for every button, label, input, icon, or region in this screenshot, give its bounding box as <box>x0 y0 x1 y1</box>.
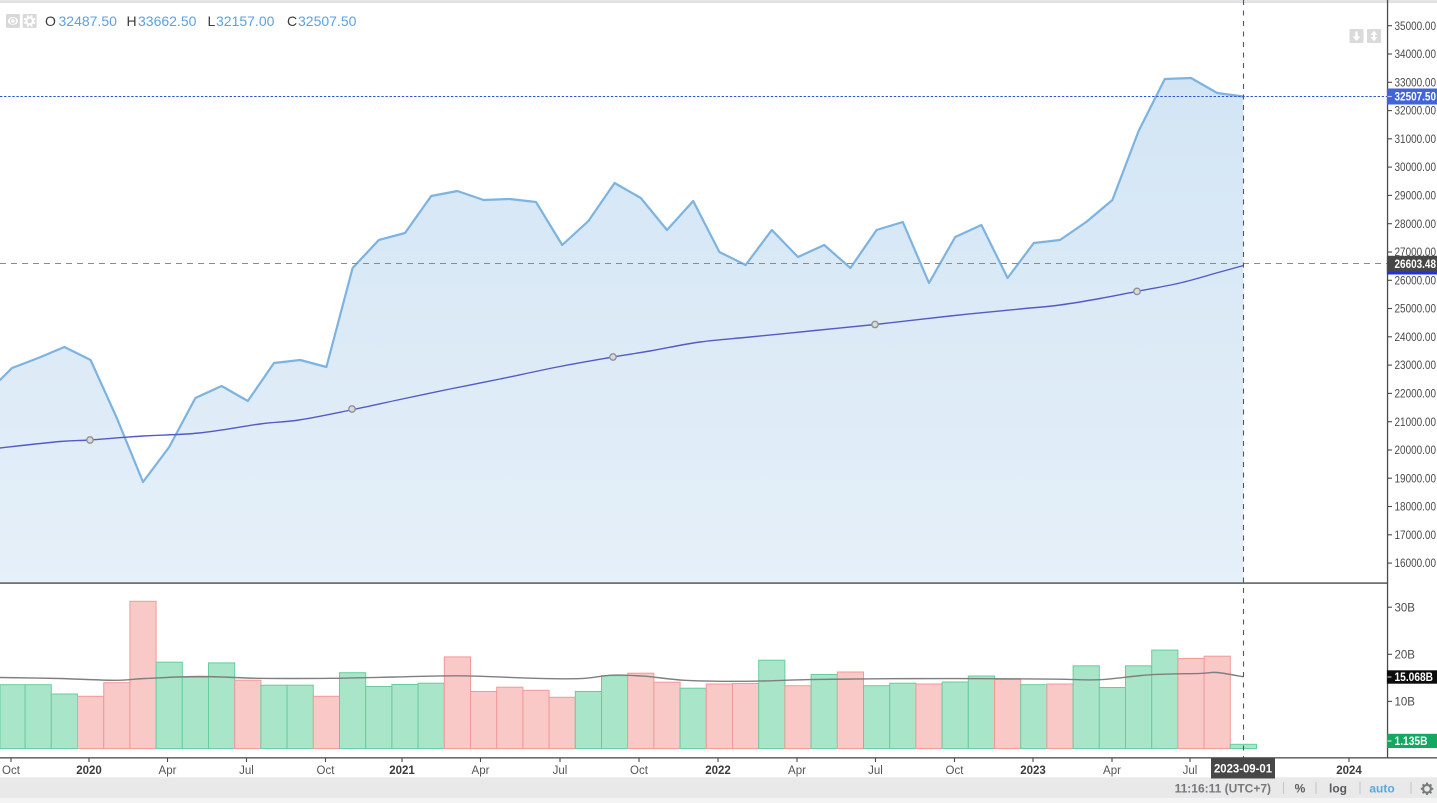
svg-text:23000.00: 23000.00 <box>1395 360 1437 372</box>
svg-text:35000.00: 35000.00 <box>1395 21 1437 33</box>
svg-text:Apr: Apr <box>1103 765 1121 777</box>
svg-text:auto: auto <box>1369 782 1394 796</box>
svg-text:Oct: Oct <box>630 765 649 777</box>
svg-text:Oct: Oct <box>946 765 965 777</box>
svg-text:26603.48: 26603.48 <box>1395 259 1437 271</box>
svg-text:33662.50: 33662.50 <box>138 13 197 29</box>
svg-text:Apr: Apr <box>472 765 490 777</box>
svg-text:10B: 10B <box>1395 697 1416 709</box>
svg-text:19000.00: 19000.00 <box>1395 473 1437 485</box>
svg-text:28000.00: 28000.00 <box>1395 219 1437 231</box>
svg-text:log: log <box>1329 782 1347 796</box>
svg-text:2023: 2023 <box>1020 765 1046 777</box>
svg-text:2021: 2021 <box>389 765 415 777</box>
svg-text:20000.00: 20000.00 <box>1395 445 1437 457</box>
svg-text:29000.00: 29000.00 <box>1395 191 1437 203</box>
svg-text:Jul: Jul <box>239 765 254 777</box>
svg-text:1.135B: 1.135B <box>1395 736 1428 748</box>
svg-text:H: H <box>127 13 137 29</box>
svg-text:32487.50: 32487.50 <box>59 13 118 29</box>
svg-text:31000.00: 31000.00 <box>1395 134 1437 146</box>
svg-text:26000.00: 26000.00 <box>1395 275 1437 287</box>
svg-text:Oct: Oct <box>317 765 336 777</box>
svg-text:22000.00: 22000.00 <box>1395 389 1437 401</box>
svg-text:L: L <box>208 13 216 29</box>
svg-text:30000.00: 30000.00 <box>1395 162 1437 174</box>
svg-text:32000.00: 32000.00 <box>1395 106 1437 118</box>
svg-text:34000.00: 34000.00 <box>1395 49 1437 61</box>
svg-text:33000.00: 33000.00 <box>1395 77 1437 89</box>
svg-text:%: % <box>1295 782 1306 796</box>
svg-text:Apr: Apr <box>159 765 177 777</box>
svg-text:24000.00: 24000.00 <box>1395 332 1437 344</box>
svg-text:2024: 2024 <box>1336 765 1362 777</box>
svg-text:25000.00: 25000.00 <box>1395 304 1437 316</box>
svg-text:Jul: Jul <box>553 765 568 777</box>
svg-text:17000.00: 17000.00 <box>1395 530 1437 542</box>
svg-text:C: C <box>287 13 297 29</box>
svg-text:32157.00: 32157.00 <box>216 13 275 29</box>
svg-text:15.068B: 15.068B <box>1395 672 1434 684</box>
svg-text:2022: 2022 <box>705 765 731 777</box>
svg-text:Jul: Jul <box>868 765 883 777</box>
svg-text:18000.00: 18000.00 <box>1395 502 1437 514</box>
svg-text:11:16:11 (UTC+7): 11:16:11 (UTC+7) <box>1175 782 1271 796</box>
svg-text:Jul: Jul <box>1183 765 1198 777</box>
svg-text:Oct: Oct <box>2 765 21 777</box>
svg-text:Apr: Apr <box>788 765 806 777</box>
svg-text:2023-09-01: 2023-09-01 <box>1214 764 1273 776</box>
svg-text:32507.50: 32507.50 <box>1395 92 1437 104</box>
svg-text:2020: 2020 <box>76 765 102 777</box>
svg-text:16000.00: 16000.00 <box>1395 558 1437 570</box>
svg-text:20B: 20B <box>1395 649 1416 661</box>
svg-text:O: O <box>45 13 56 29</box>
svg-text:30B: 30B <box>1395 602 1416 614</box>
svg-text:32507.50: 32507.50 <box>298 13 357 29</box>
svg-text:21000.00: 21000.00 <box>1395 417 1437 429</box>
